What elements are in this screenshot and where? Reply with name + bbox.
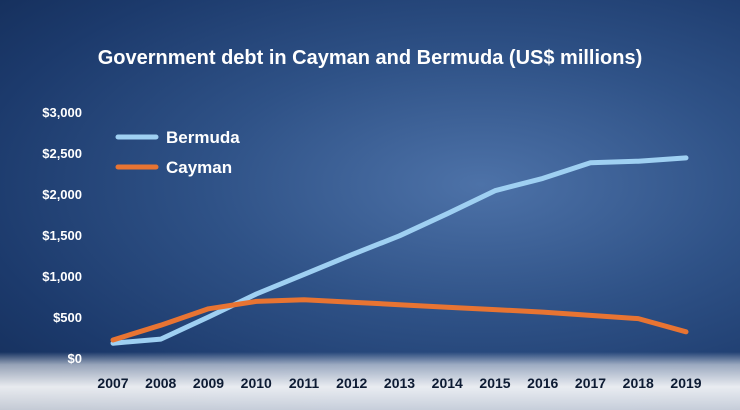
- data-point-cayman: [208, 308, 209, 310]
- x-tick-label: 2014: [432, 375, 463, 391]
- x-tick-label: 2012: [336, 375, 367, 391]
- chart-title: Government debt in Cayman and Bermuda (U…: [97, 47, 643, 69]
- data-point-bermuda: [112, 342, 114, 344]
- data-point-bermuda: [590, 162, 591, 164]
- x-tick-label: 2015: [479, 375, 510, 391]
- data-point-cayman: [160, 324, 162, 326]
- x-tick-label: 2008: [145, 375, 176, 391]
- data-point-cayman: [351, 301, 353, 303]
- legend-label-cayman: Cayman: [166, 158, 232, 177]
- x-tick-label: 2013: [384, 375, 415, 391]
- data-point-cayman: [112, 339, 114, 341]
- y-tick-label: $500: [53, 310, 82, 325]
- data-point-bermuda: [303, 273, 305, 275]
- x-tick-label: 2011: [289, 375, 320, 391]
- data-point-cayman: [255, 300, 257, 302]
- data-point-bermuda: [160, 338, 162, 340]
- x-tick-label: 2019: [670, 375, 701, 391]
- data-point-cayman: [542, 311, 544, 313]
- y-tick-label: $1,000: [42, 269, 82, 284]
- data-point-bermuda: [446, 213, 448, 215]
- data-point-bermuda: [542, 177, 544, 179]
- x-tick-label: 2017: [575, 375, 606, 391]
- data-point-cayman: [399, 304, 400, 306]
- data-point-bermuda: [255, 293, 257, 295]
- y-tick-label: $2,000: [42, 187, 82, 202]
- data-point-bermuda: [637, 160, 639, 162]
- data-point-cayman: [590, 314, 591, 316]
- data-point-cayman: [685, 331, 687, 333]
- data-point-bermuda: [494, 190, 496, 192]
- x-tick-label: 2016: [527, 375, 558, 391]
- data-point-bermuda: [685, 157, 687, 159]
- data-point-cayman: [446, 306, 448, 308]
- y-tick-label: $1,500: [42, 228, 82, 243]
- data-point-bermuda: [399, 235, 400, 237]
- legend-label-bermuda: Bermuda: [166, 128, 240, 147]
- data-point-cayman: [303, 299, 305, 301]
- y-tick-label: $2,500: [42, 146, 82, 161]
- y-tick-label: $3,000: [42, 105, 82, 120]
- x-tick-label: 2007: [97, 375, 128, 391]
- x-tick-label: 2009: [193, 375, 224, 391]
- y-tick-label: $0: [68, 351, 82, 366]
- background-glow: [0, 352, 740, 410]
- x-tick-label: 2018: [623, 375, 654, 391]
- data-point-bermuda: [351, 254, 353, 256]
- data-point-cayman: [494, 309, 496, 311]
- data-point-bermuda: [208, 316, 209, 318]
- data-point-cayman: [637, 318, 639, 320]
- x-tick-label: 2010: [241, 375, 272, 391]
